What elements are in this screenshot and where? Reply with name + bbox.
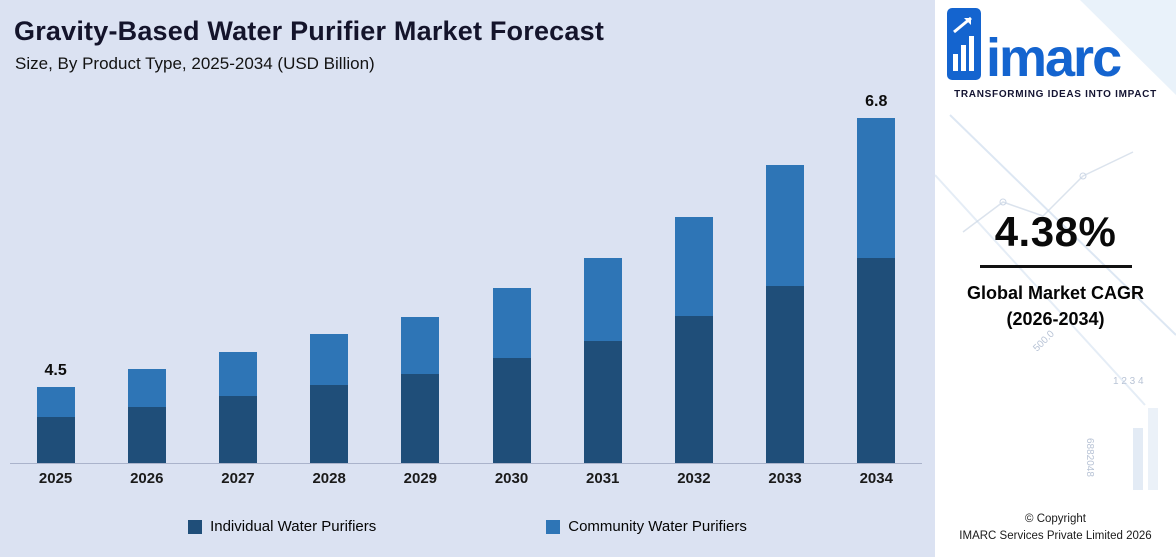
bar-segment-community-2028 [310, 334, 349, 385]
x-axis-label-2030: 2030 [494, 470, 529, 487]
bar-2029 [401, 317, 440, 463]
copyright-line2: IMARC Services Private Limited 2026 [959, 529, 1152, 542]
copyright-line1: © Copyright [1025, 512, 1086, 525]
legend-item-community: Community Water Purifiers [546, 518, 747, 535]
bar-2027 [218, 352, 257, 463]
bar-value-label-2025: 4.5 [44, 362, 67, 379]
chart-panel: Gravity-Based Water Purifier Market Fore… [0, 0, 935, 557]
legend-swatch-individual-icon [188, 519, 203, 534]
x-axis-label-2032: 2032 [677, 470, 711, 487]
bar-segment-community-2025 [36, 387, 75, 417]
bar-segment-community-2031 [583, 258, 622, 341]
bar-segment-individual-2032 [674, 316, 713, 463]
imarc-logo-text: imarc [986, 27, 1122, 88]
x-axis-labels: 2025 2026 2027 2028 2029 2030 2031 2032 2033 2034 [10, 470, 922, 487]
x-axis-label-2034: 2034 [859, 470, 893, 487]
bar-column-2026 [101, 83, 192, 463]
imarc-logo-mark-icon [947, 8, 981, 80]
bar-segment-individual-2030 [492, 358, 531, 463]
bar-segment-individual-2029 [401, 374, 440, 463]
cagr-label-line1: Global Market CAGR [966, 283, 1145, 303]
chart-title: Gravity-Based Water Purifier Market Fore… [14, 16, 605, 46]
bar-segment-community-2032 [674, 217, 713, 316]
bar-value-label-2034: 6.8 [865, 93, 888, 110]
bar-segment-individual-2031 [583, 341, 622, 463]
bar-2033 [766, 165, 805, 463]
bar-column-2032 [648, 83, 739, 463]
bar-segment-individual-2026 [127, 407, 166, 463]
legend-label-community: Community Water Purifiers [568, 518, 747, 535]
bar-2031 [583, 258, 622, 463]
bar-2026 [127, 369, 166, 463]
brand-tagline: TRANSFORMING IDEAS INTO IMPACT [954, 89, 1157, 100]
bar-column-2028 [284, 83, 375, 463]
bar-segment-individual-2025 [36, 417, 75, 463]
x-axis-label-2028: 2028 [312, 470, 346, 487]
bar-column-2034: 6.8 [831, 83, 922, 463]
bar-2025 [36, 387, 75, 463]
bar-segment-individual-2033 [766, 286, 805, 463]
cagr-value: 4.38% [994, 208, 1117, 255]
cagr-label: Global Market CAGR (2026-2034) [935, 280, 1176, 332]
legend: Individual Water Purifiers Community Wat… [0, 518, 935, 535]
bar-column-2027 [192, 83, 283, 463]
bar-segment-community-2030 [492, 288, 531, 358]
bar-segment-individual-2028 [310, 385, 349, 463]
bar-column-2029 [375, 83, 466, 463]
x-axis-label-2027: 2027 [221, 470, 255, 487]
bar-2028 [310, 334, 349, 463]
bar-2032 [674, 217, 713, 463]
bar-column-2030 [466, 83, 557, 463]
bar-column-2025: 4.5 [10, 83, 101, 463]
bar-column-2033 [740, 83, 831, 463]
panel-content: imarc TRANSFORMING IDEAS INTO IMPACT 4.3… [935, 0, 1176, 557]
x-axis-label-2031: 2031 [586, 470, 620, 487]
chart-subtitle: Size, By Product Type, 2025-2034 (USD Bi… [15, 54, 375, 73]
bar-segment-community-2033 [766, 165, 805, 286]
branding-panel: 500.0 1 2 3 4 6882048 imarc TRANSFORMING… [935, 0, 1176, 557]
x-axis-label-2026: 2026 [130, 470, 164, 487]
x-axis-label-2025: 2025 [38, 470, 73, 487]
cagr-underline [979, 265, 1132, 268]
bar-2030 [492, 288, 531, 463]
cagr-label-line2: (2026-2034) [1006, 309, 1105, 330]
bar-column-2031 [557, 83, 648, 463]
bar-segment-community-2029 [401, 317, 440, 374]
bar-segment-community-2027 [218, 352, 257, 396]
x-axis-label-2033: 2033 [768, 470, 802, 487]
bar-segment-community-2026 [127, 369, 166, 407]
copyright-notice: © Copyright IMARC Services Private Limit… [935, 511, 1176, 546]
bar-segment-community-2034 [857, 118, 896, 258]
x-axis-label-2029: 2029 [403, 470, 438, 487]
imarc-logo: imarc [935, 0, 1176, 88]
cagr-block: 4.38% Global Market CAGR (2026-2034) [935, 208, 1176, 332]
bar-segment-individual-2027 [218, 396, 257, 463]
plot-area: 4.5 6.8 [10, 83, 922, 464]
legend-item-individual: Individual Water Purifiers [188, 518, 376, 535]
legend-label-individual: Individual Water Purifiers [210, 518, 377, 535]
chart-header: Gravity-Based Water Purifier Market Fore… [14, 16, 604, 74]
legend-swatch-community-icon [546, 519, 561, 534]
bar-segment-individual-2034 [857, 258, 896, 463]
bar-2034 [857, 118, 896, 463]
